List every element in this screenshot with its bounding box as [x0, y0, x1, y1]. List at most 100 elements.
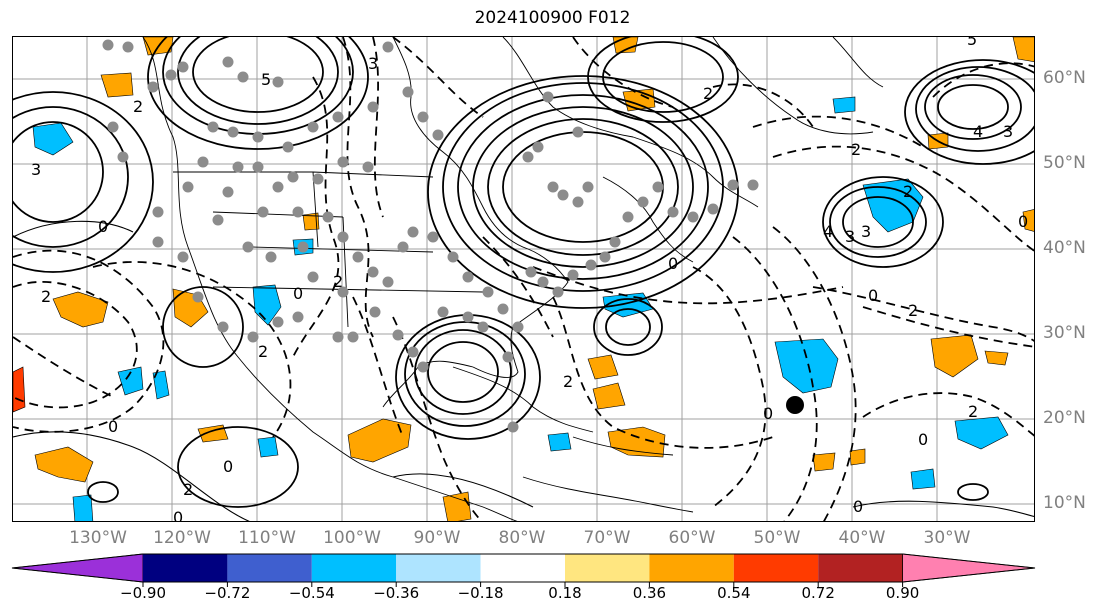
colorbar-tick-label: −0.54: [288, 584, 335, 602]
observation-dot: [107, 121, 119, 133]
contour-label: 0: [853, 497, 863, 516]
observation-dot: [265, 251, 277, 263]
observation-dot: [507, 421, 519, 433]
observation-dot: [352, 251, 364, 263]
contour-label: 5: [261, 70, 271, 89]
observation-dot: [257, 206, 269, 218]
lon-label-100w: 100°W: [323, 528, 381, 548]
contour-label: 2: [258, 342, 268, 361]
contour-label: 4: [973, 122, 983, 141]
observation-dot: [525, 266, 537, 278]
colorbar-segment: [480, 554, 565, 582]
observation-dot: [537, 276, 549, 288]
observation-dot: [447, 251, 459, 263]
contour-label: 0: [868, 286, 878, 305]
observation-dot: [502, 351, 514, 363]
observation-dot: [407, 226, 419, 238]
colorbar-min-extend: [11, 553, 144, 583]
observation-dot: [117, 151, 129, 163]
observation-dot: [552, 286, 564, 298]
observation-dots: [102, 39, 759, 433]
observation-dot: [287, 171, 299, 183]
lon-label-80w: 80°W: [498, 528, 546, 548]
observation-dot: [637, 196, 649, 208]
contour-label: 4: [823, 222, 833, 241]
colorbar-tick-label: 0.18: [548, 584, 582, 602]
observation-dot: [362, 161, 374, 173]
contour-label: 0: [1018, 212, 1028, 231]
observation-dot: [462, 311, 474, 323]
contour-label: 3: [861, 222, 871, 241]
contour-label: 0: [98, 217, 108, 236]
observation-dot: [292, 311, 304, 323]
observation-dot: [152, 206, 164, 218]
lon-label-110w: 110°W: [238, 528, 296, 548]
contour-label: 0: [173, 508, 183, 522]
observation-dot: [417, 361, 429, 373]
observation-dot: [572, 196, 584, 208]
observation-dot: [582, 181, 594, 193]
contour-label: 2: [851, 140, 861, 159]
lon-label-50w: 50°W: [753, 528, 801, 548]
observation-dot: [367, 101, 379, 113]
lat-label-30n: 30°N: [1043, 323, 1086, 343]
observation-dot: [727, 179, 739, 191]
observation-dot: [667, 206, 679, 218]
observation-dot: [402, 86, 414, 98]
colorbar-segment: [733, 554, 819, 582]
colorbar-tick-label: −0.72: [204, 584, 251, 602]
observation-dot: [322, 211, 334, 223]
observation-dot: [332, 331, 344, 343]
contour-label: 2: [333, 272, 343, 291]
storm-center-marker: [786, 396, 804, 414]
observation-dot: [312, 173, 324, 185]
observation-dot: [152, 236, 164, 248]
observation-dot: [432, 129, 444, 141]
observation-dot: [272, 181, 284, 193]
observation-dot: [382, 276, 394, 288]
observation-dot: [102, 39, 114, 51]
observation-dot: [242, 241, 254, 253]
observation-dot: [567, 269, 579, 281]
observation-dot: [122, 41, 134, 53]
observation-dot: [547, 181, 559, 193]
observation-dot: [622, 211, 634, 223]
colorbar-tick-label: 0.90: [885, 584, 920, 602]
observation-dot: [337, 156, 349, 168]
coastlines: [142, 37, 884, 521]
observation-dot: [532, 141, 544, 153]
colorbar: [11, 553, 1036, 587]
contour-label: 2: [133, 97, 143, 116]
observation-dot: [427, 231, 439, 243]
observation-dot: [497, 303, 509, 315]
observation-dot: [599, 251, 611, 263]
contour-label: 3: [1003, 122, 1013, 141]
contour-label: 2: [41, 287, 51, 306]
observation-dot: [477, 321, 489, 333]
observation-dot: [252, 131, 264, 143]
colorbar-max-extend: [902, 553, 1036, 583]
observation-dot: [292, 206, 304, 218]
contour-label: 2: [563, 372, 573, 391]
observation-dot: [437, 306, 449, 318]
colorbar-tick-label: 0.36: [632, 584, 667, 602]
colorbar-segment: [143, 554, 228, 582]
observation-dot: [585, 259, 597, 271]
observation-dot: [687, 211, 699, 223]
observation-dot: [147, 81, 159, 93]
observation-dot: [557, 189, 569, 201]
observation-dot: [707, 203, 719, 215]
anomaly-shading: [13, 37, 1034, 521]
lon-label-130w: 130°W: [69, 528, 127, 548]
colorbar-segment: [396, 554, 481, 582]
observation-dot: [237, 71, 249, 83]
colorbar-segment: [227, 554, 312, 582]
lat-label-40n: 40°N: [1043, 238, 1086, 258]
lon-label-40w: 40°W: [838, 528, 886, 548]
observation-dot: [347, 331, 359, 343]
observation-dot: [272, 76, 284, 88]
contour-label: 2: [968, 402, 978, 421]
lat-label-50n: 50°N: [1043, 153, 1086, 173]
colorbar-tick-label: 0.54: [717, 584, 751, 602]
observation-dot: [407, 346, 419, 358]
